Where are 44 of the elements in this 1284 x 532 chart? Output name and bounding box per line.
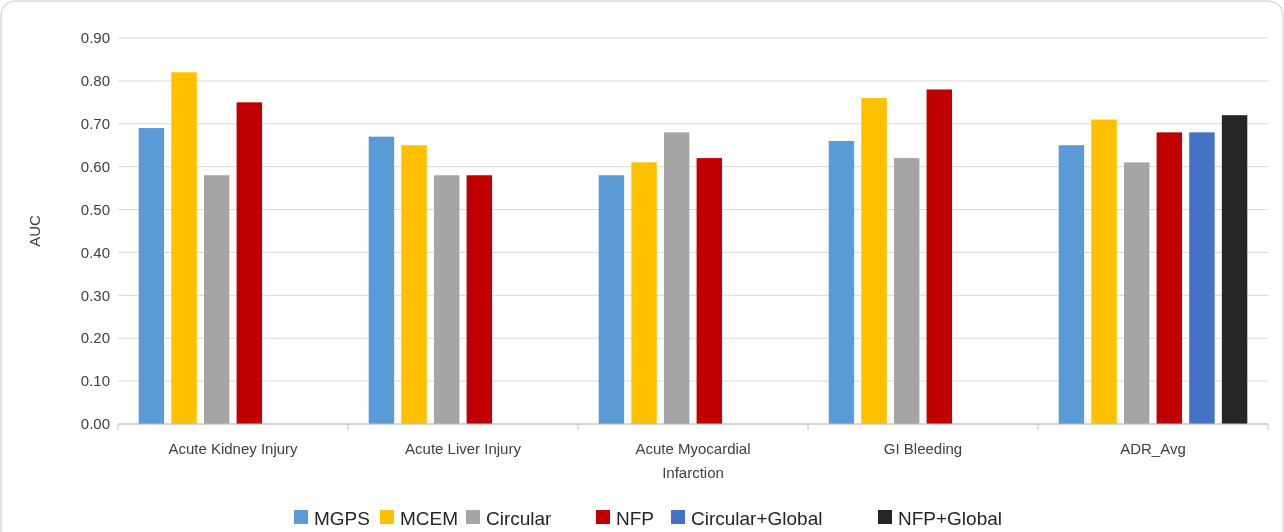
legend-label: Circular+Global xyxy=(691,507,823,529)
bar xyxy=(236,102,263,424)
bar xyxy=(631,162,657,424)
bar xyxy=(171,72,197,424)
legend-label: NFP+Global xyxy=(898,507,1003,529)
x-tick-label: ADR_Avg xyxy=(1120,440,1186,457)
bar xyxy=(926,89,953,424)
y-tick-label: 0.90 xyxy=(80,29,110,47)
bar xyxy=(1058,145,1085,424)
bar xyxy=(203,175,230,424)
bar xyxy=(598,175,625,424)
bar xyxy=(663,132,690,424)
bar xyxy=(1156,132,1183,424)
bar xyxy=(1189,132,1215,424)
bar xyxy=(861,98,887,424)
legend-label: MGPS xyxy=(314,507,370,529)
y-tick-label: 0.50 xyxy=(80,200,110,218)
x-tick-label: Acute Liver Injury xyxy=(405,440,522,457)
bar xyxy=(1123,162,1150,424)
bar xyxy=(696,158,723,424)
y-tick-label: 0.00 xyxy=(80,415,110,433)
bar xyxy=(368,136,395,424)
bar xyxy=(1091,119,1117,424)
legend-label: NFP xyxy=(616,507,654,529)
x-tick-label: Acute Myocardial Infarction xyxy=(635,440,751,481)
y-tick-label: 0.70 xyxy=(80,115,110,133)
x-tick-label: GI Bleeding xyxy=(883,440,963,457)
y-tick-label: 0.30 xyxy=(80,286,110,304)
bar xyxy=(138,128,165,424)
y-tick-label: 0.40 xyxy=(80,243,110,261)
bar xyxy=(401,145,427,424)
bar xyxy=(433,175,460,424)
y-tick-label: 0.80 xyxy=(80,72,110,90)
legend-label: MCEM xyxy=(400,507,459,529)
legend-label: Circular xyxy=(486,507,553,529)
y-tick-label: 0.60 xyxy=(80,157,110,175)
bar xyxy=(828,140,855,424)
bar xyxy=(893,158,920,424)
y-axis-title: AUC xyxy=(26,215,43,247)
y-tick-label: 0.10 xyxy=(80,372,110,390)
y-tick-label: 0.20 xyxy=(80,329,110,347)
x-tick-label: Acute Kidney Injury xyxy=(168,440,299,457)
bar xyxy=(466,175,493,424)
bar xyxy=(1221,115,1248,424)
